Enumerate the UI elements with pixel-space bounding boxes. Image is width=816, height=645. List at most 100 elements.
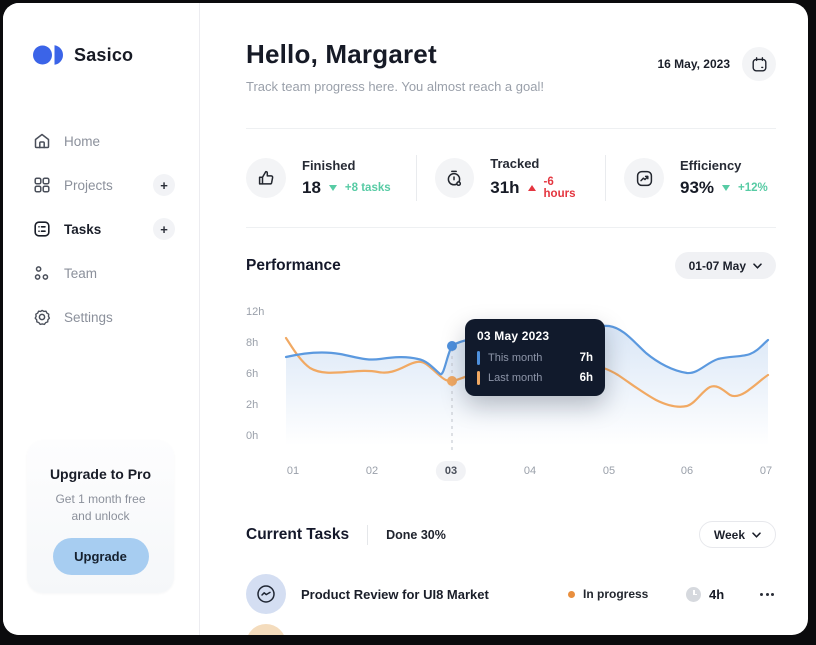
tooltip-row: This month 7h — [477, 351, 593, 365]
sidebar-item-label: Team — [64, 265, 98, 281]
x-tick-highlighted: 03 — [435, 461, 467, 481]
sidebar-item-label: Tasks — [64, 221, 102, 237]
task-more-button[interactable] — [758, 587, 776, 602]
chart-tooltip: 03 May 2023 This month 7h Last month 6h — [465, 319, 605, 396]
stat-value: 93% — [680, 178, 715, 197]
divider — [416, 155, 417, 201]
divider — [367, 524, 369, 545]
projects-grid-icon — [33, 176, 51, 194]
date-range-dropdown[interactable]: 01-07 May — [674, 252, 776, 279]
performance-chart[interactable]: 12h 8h 6h 2h 0h — [246, 299, 776, 459]
series-color-bar — [477, 371, 480, 385]
x-tick: 02 — [365, 465, 379, 477]
chart-x-axis: 01 02 03 04 05 06 07 — [278, 461, 776, 485]
tooltip-label: This month — [488, 352, 543, 364]
sidebar: Sasico Home — [3, 3, 200, 635]
stat-delta: +12% — [738, 182, 768, 194]
activity-icon — [255, 583, 277, 605]
upgrade-title: Upgrade to Pro — [49, 466, 152, 482]
stat-label: Efficiency — [680, 158, 742, 173]
sidebar-item-team[interactable]: Team — [3, 251, 199, 295]
stat-label: Finished — [302, 158, 356, 173]
sidebar-item-label: Projects — [64, 177, 113, 193]
done-percентage: Done 30% — [386, 527, 446, 542]
duration-label: 4h — [709, 586, 725, 602]
team-icon — [33, 264, 51, 282]
main-content: Hello, Margaret Track team progress here… — [200, 3, 808, 635]
task-status: In progress — [568, 587, 686, 601]
stat-delta: -6 hours — [543, 176, 576, 200]
sidebar-nav: Home Projects + — [3, 119, 199, 339]
series-color-bar — [477, 351, 480, 365]
sidebar-item-label: Home — [64, 133, 101, 149]
thumbs-up-icon — [246, 158, 286, 198]
divider — [246, 128, 776, 129]
tasks-title: Current Tasks — [246, 525, 350, 543]
tooltip-date: 03 May 2023 — [477, 329, 550, 343]
y-tick: 2h — [246, 399, 259, 411]
logo: Sasico — [3, 3, 199, 69]
stat-value: 31h — [490, 178, 520, 197]
app-name: Sasico — [74, 44, 134, 65]
tooltip-label: Last month — [488, 372, 543, 384]
y-tick: 0h — [246, 430, 259, 442]
sidebar-item-projects[interactable]: Projects + — [3, 163, 199, 207]
page-subtitle: Track team progress here. You almost rea… — [246, 79, 544, 94]
x-tick: 06 — [680, 465, 694, 477]
x-tick: 05 — [602, 465, 616, 477]
divider — [246, 227, 776, 228]
stat-value: 18 — [302, 178, 321, 197]
trend-up-icon — [624, 158, 664, 198]
task-duration: 4h — [686, 586, 748, 602]
y-tick: 8h — [246, 337, 259, 349]
tooltip-row: Last month 6h — [477, 371, 593, 385]
x-tick: 01 — [286, 465, 300, 477]
upgrade-card: Upgrade to Pro Get 1 month free and unlo… — [27, 440, 174, 593]
stat-efficiency: Efficiency 93% +12% — [624, 158, 776, 198]
sidebar-item-label: Settings — [64, 309, 113, 325]
chevron-down-icon — [753, 262, 762, 269]
data-point-last-month — [447, 376, 457, 386]
chart-y-axis: 12h 8h 6h 2h 0h — [246, 299, 278, 459]
trend-down-icon — [722, 185, 731, 191]
sidebar-item-home[interactable]: Home — [3, 119, 199, 163]
calendar-icon — [751, 56, 768, 73]
chart-plot-area[interactable]: 03 May 2023 This month 7h Last month 6h — [278, 299, 776, 459]
task-avatar — [246, 574, 286, 614]
sasico-logo-icon — [33, 41, 64, 69]
page-title: Hello, Margaret — [246, 39, 437, 69]
tooltip-value: 7h — [579, 352, 593, 364]
app-window: Sasico Home — [3, 3, 808, 635]
home-icon — [33, 132, 51, 150]
performance-title: Performance — [246, 256, 341, 274]
add-project-button[interactable]: + — [153, 174, 175, 196]
gear-icon — [33, 308, 51, 326]
calendar-button[interactable] — [742, 47, 776, 81]
current-date: 16 May, 2023 — [657, 57, 731, 71]
sidebar-item-settings[interactable]: Settings — [3, 295, 199, 339]
stat-tracked: Tracked 31h -6 hours — [435, 156, 587, 200]
task-title: Product Review for UI8 Market — [301, 586, 489, 602]
stopwatch-icon — [435, 158, 475, 198]
week-label: Week — [713, 527, 745, 542]
data-point-this-month — [447, 341, 457, 351]
status-label: In progress — [583, 587, 649, 601]
sidebar-item-tasks[interactable]: Tasks + — [3, 207, 199, 251]
task-row-partial[interactable] — [246, 624, 776, 635]
stat-label: Tracked — [490, 156, 540, 171]
upgrade-button[interactable]: Upgrade — [52, 538, 149, 575]
x-tick: 04 — [523, 465, 537, 477]
x-tick: 07 — [759, 465, 773, 477]
week-dropdown[interactable]: Week — [698, 521, 776, 548]
stats-row: Finished 18 +8 tasks — [246, 147, 776, 209]
stat-finished: Finished 18 +8 tasks — [246, 158, 398, 198]
upgrade-description: Get 1 month free and unlock — [55, 492, 146, 523]
stat-delta: +8 tasks — [344, 182, 391, 194]
trend-up-icon — [527, 185, 536, 191]
add-task-button[interactable]: + — [153, 218, 175, 240]
y-tick: 12h — [246, 306, 265, 318]
y-tick: 6h — [246, 368, 259, 380]
chevron-down-icon — [752, 531, 761, 538]
task-row[interactable]: Product Review for UI8 Market In progres… — [246, 574, 776, 614]
divider — [605, 155, 606, 201]
